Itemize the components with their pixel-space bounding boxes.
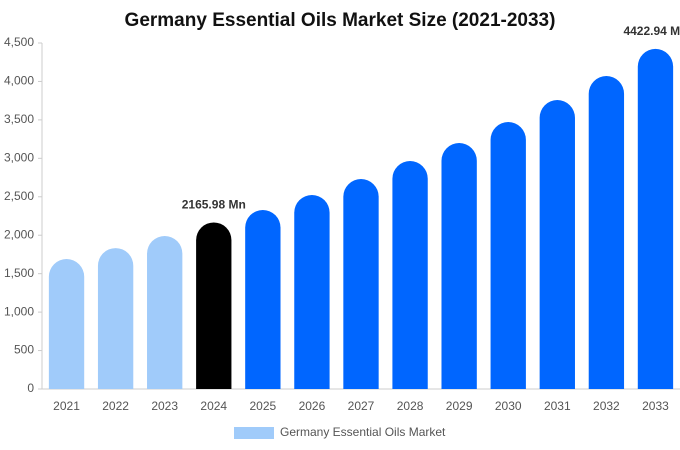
x-tick-label: 2022 xyxy=(102,399,129,413)
y-tick-label: 1,500 xyxy=(4,266,34,280)
x-tick-label: 2025 xyxy=(249,399,276,413)
x-tick-label: 2030 xyxy=(495,399,522,413)
bar xyxy=(490,122,526,389)
y-tick-label: 1,000 xyxy=(4,304,34,318)
x-tick-label: 2026 xyxy=(299,399,326,413)
bar xyxy=(588,76,625,389)
x-tick-label: 2024 xyxy=(200,399,227,413)
y-tick-label: 500 xyxy=(14,343,34,357)
value-label: 2165.98 Mn xyxy=(182,198,246,212)
bar xyxy=(294,195,330,389)
y-tick-label: 3,000 xyxy=(4,151,34,165)
bar xyxy=(147,235,183,389)
y-tick-label: 4,000 xyxy=(4,74,34,88)
x-tick-label: 2029 xyxy=(446,399,473,413)
x-tick-label: 2023 xyxy=(151,399,178,413)
bar xyxy=(637,48,674,390)
bar xyxy=(441,143,477,389)
y-tick-label: 4,500 xyxy=(4,35,34,49)
y-tick-label: 0 xyxy=(27,381,34,395)
x-tick-label: 2021 xyxy=(53,399,80,413)
chart-title: Germany Essential Oils Market Size (2021… xyxy=(125,10,556,31)
bar xyxy=(245,210,281,389)
y-tick-label: 2,000 xyxy=(4,227,34,241)
legend-swatch xyxy=(234,427,274,439)
x-tick-label: 2033 xyxy=(642,399,669,413)
bar xyxy=(97,248,134,389)
x-tick-label: 2027 xyxy=(348,399,375,413)
y-tick-label: 3,500 xyxy=(4,112,34,126)
x-tick-label: 2031 xyxy=(544,399,571,413)
value-label: 4422.94 Mn xyxy=(623,24,680,38)
bar xyxy=(48,259,85,389)
bar xyxy=(539,100,575,389)
bar xyxy=(392,161,428,389)
bar xyxy=(196,222,232,389)
x-tick-label: 2032 xyxy=(593,399,620,413)
y-tick-label: 2,500 xyxy=(4,189,34,203)
legend-label: Germany Essential Oils Market xyxy=(280,425,446,439)
x-tick-label: 2028 xyxy=(397,399,424,413)
bar xyxy=(343,179,379,389)
